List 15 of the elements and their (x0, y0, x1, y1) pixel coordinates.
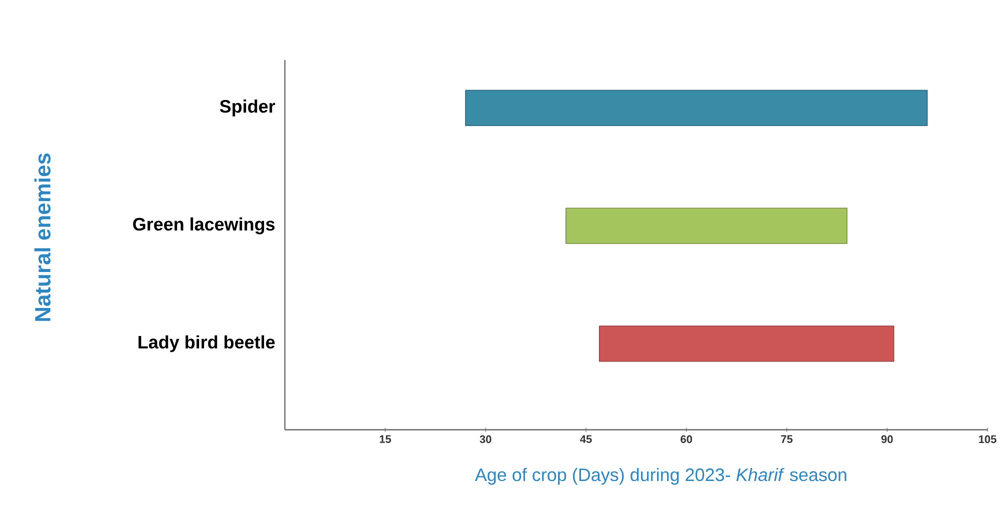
y-axis-title: Natural enemies (34, 154, 51, 322)
y-tick-label: Spider (220, 100, 276, 116)
x-tick-label: 60 (680, 435, 692, 444)
x-tick-label: 90 (881, 435, 893, 444)
x-tick-label: 105 (979, 435, 996, 444)
bar (566, 208, 848, 244)
y-tick-label: Lady bird beetle (138, 335, 275, 352)
x-tick-label: 15 (380, 435, 392, 444)
x-tick-label: 75 (781, 435, 793, 444)
x-axis-title: Age of crop (Days) during 2023- Kharif season (474, 468, 846, 485)
y-tick-label: Green lacewings (133, 218, 275, 234)
bar (465, 90, 928, 126)
bar (598, 326, 894, 362)
x-tick-label: 45 (580, 435, 592, 444)
x-tick-label: 30 (480, 435, 492, 444)
